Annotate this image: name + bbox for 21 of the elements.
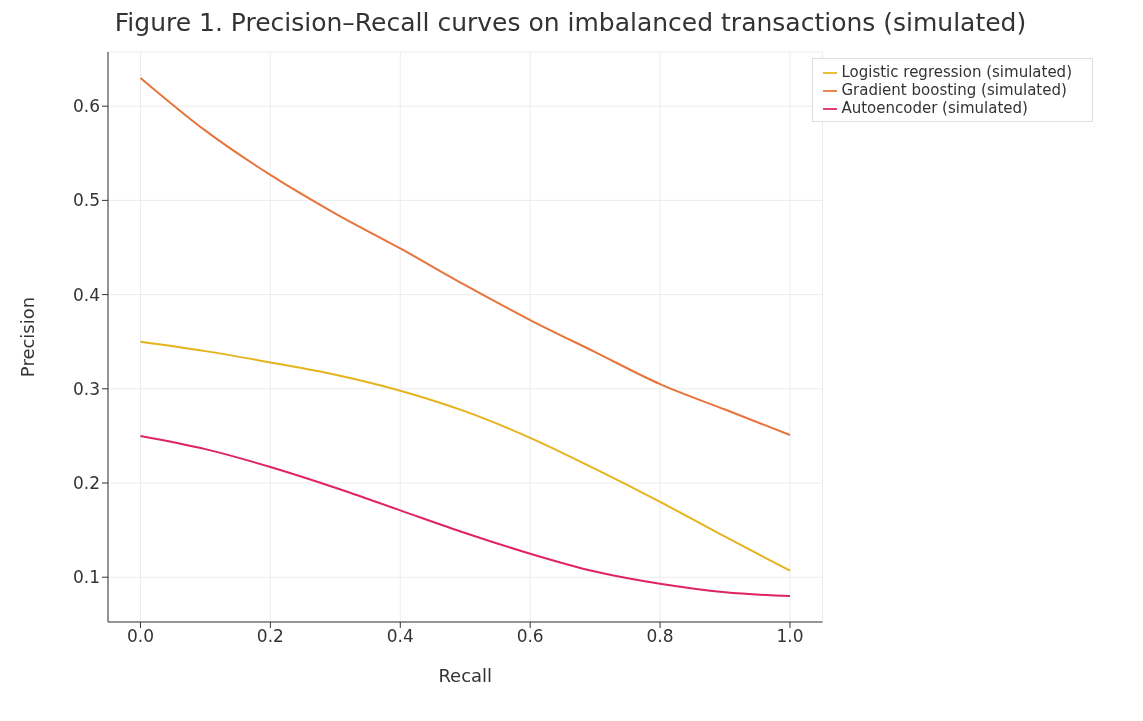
x-tick-label: 0.8 [646,626,674,647]
y-tick-label: 0.1 [72,567,100,588]
y-tick-label: 0.6 [72,96,100,117]
legend-label: Autoencoder (simulated) [841,99,1028,117]
y-tick-label: 0.4 [72,284,100,305]
x-tick-label: 0.6 [516,626,544,647]
x-axis-title: Recall [438,665,493,686]
line-series [139,76,791,436]
y-axis-title: Precision [17,296,39,378]
x-tick-label: 1.0 [776,626,804,647]
x-tick-label: 0.4 [386,626,414,647]
chart-title: Figure 1. Precision–Recall curves on imbalanced transactions (simulated) [113,8,1028,39]
line-series [139,434,791,598]
legend-label: Logistic regression (simulated) [841,63,1072,81]
line-series [139,340,791,572]
y-tick-label: 0.2 [72,473,100,494]
y-tick-label: 0.3 [72,378,100,399]
y-tick-label: 0.5 [72,190,100,211]
legend-label: Gradient boosting (simulated) [841,81,1067,99]
x-tick-label: 0.2 [256,626,284,647]
x-tick-label: 0.0 [126,626,154,647]
